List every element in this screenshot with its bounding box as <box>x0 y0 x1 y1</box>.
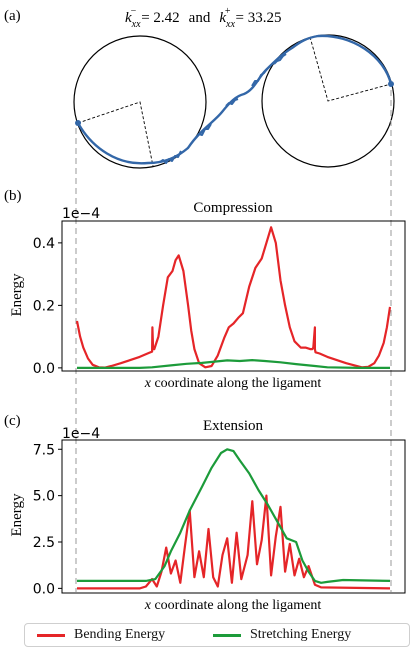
extension-chart: 0.0 2.5 5.0 7.5 <box>33 442 391 597</box>
extension-bending-line <box>77 494 391 590</box>
extension-ytick-label: 2.5 <box>33 535 55 551</box>
compression-ylabel: Energy <box>9 273 25 317</box>
compression-axes-frame <box>61 220 406 372</box>
legend-swatch-bending <box>37 633 65 637</box>
extension-xlabel: x coordinate along the ligament <box>144 598 322 613</box>
extension-ylabel: Energy <box>9 493 25 537</box>
left-circle <box>73 35 207 169</box>
extension-axes-frame <box>61 439 406 594</box>
ligament-curve <box>76 34 393 165</box>
compression-bending-line <box>75 226 392 369</box>
legend-item-stretching: Stretching Energy <box>213 627 351 643</box>
ligament-right-endpoint <box>388 81 394 87</box>
legend: Bending Energy Stretching Energy <box>24 623 410 647</box>
panel-a-label: (a) <box>4 8 21 24</box>
compression-ytick-label: 0.2 <box>33 298 55 314</box>
compression-ytick-label: 0.4 <box>33 236 55 252</box>
legend-label-stretching: Stretching Energy <box>250 627 352 642</box>
right-radius-lines <box>309 36 392 102</box>
left-radius-lines <box>77 101 154 167</box>
ligament-left-endpoint <box>75 120 81 126</box>
extension-ytick-label: 0.0 <box>33 581 55 597</box>
compression-chart: 0.0 0.2 0.4 <box>33 226 392 377</box>
legend-swatch-stretching <box>213 633 241 637</box>
extension-stretching-line <box>77 448 391 584</box>
compression-title: Compression <box>193 200 273 216</box>
compression-xlabel: x coordinate along the ligament <box>144 376 322 391</box>
curvature-equation: kxx− = 2.42 and kxx+ = 33.25 <box>125 6 282 30</box>
extension-ytick-label: 5.0 <box>33 489 55 505</box>
compression-ytick-label: 0.0 <box>33 361 55 377</box>
extension-ytick-label: 7.5 <box>33 442 55 458</box>
compression-offset-text: 1e−4 <box>62 206 100 222</box>
extension-title: Extension <box>203 418 263 434</box>
panel-b-label: (b) <box>4 188 22 204</box>
legend-label-bending: Bending Energy <box>74 627 166 642</box>
compression-stretching-line <box>77 359 390 369</box>
legend-item-bending: Bending Energy <box>37 627 165 643</box>
extension-offset-text: 1e−4 <box>62 426 100 442</box>
panel-c-label: (c) <box>4 413 21 429</box>
ligament-wiggle <box>159 53 287 164</box>
